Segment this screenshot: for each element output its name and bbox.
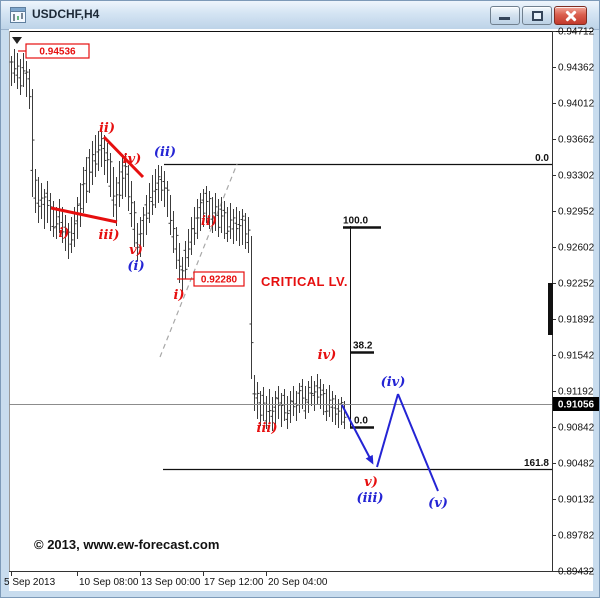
chart-icon	[10, 7, 26, 23]
window-titlebar[interactable]: USDCHF,H4	[1, 1, 599, 30]
close-button[interactable]	[554, 6, 587, 25]
minimize-button[interactable]	[490, 6, 520, 25]
watermark: © 2013, www.ew-forecast.com	[34, 537, 220, 552]
window-title: USDCHF,H4	[32, 7, 100, 21]
chart-plot-area[interactable]	[9, 29, 593, 591]
restore-button[interactable]	[522, 6, 552, 25]
